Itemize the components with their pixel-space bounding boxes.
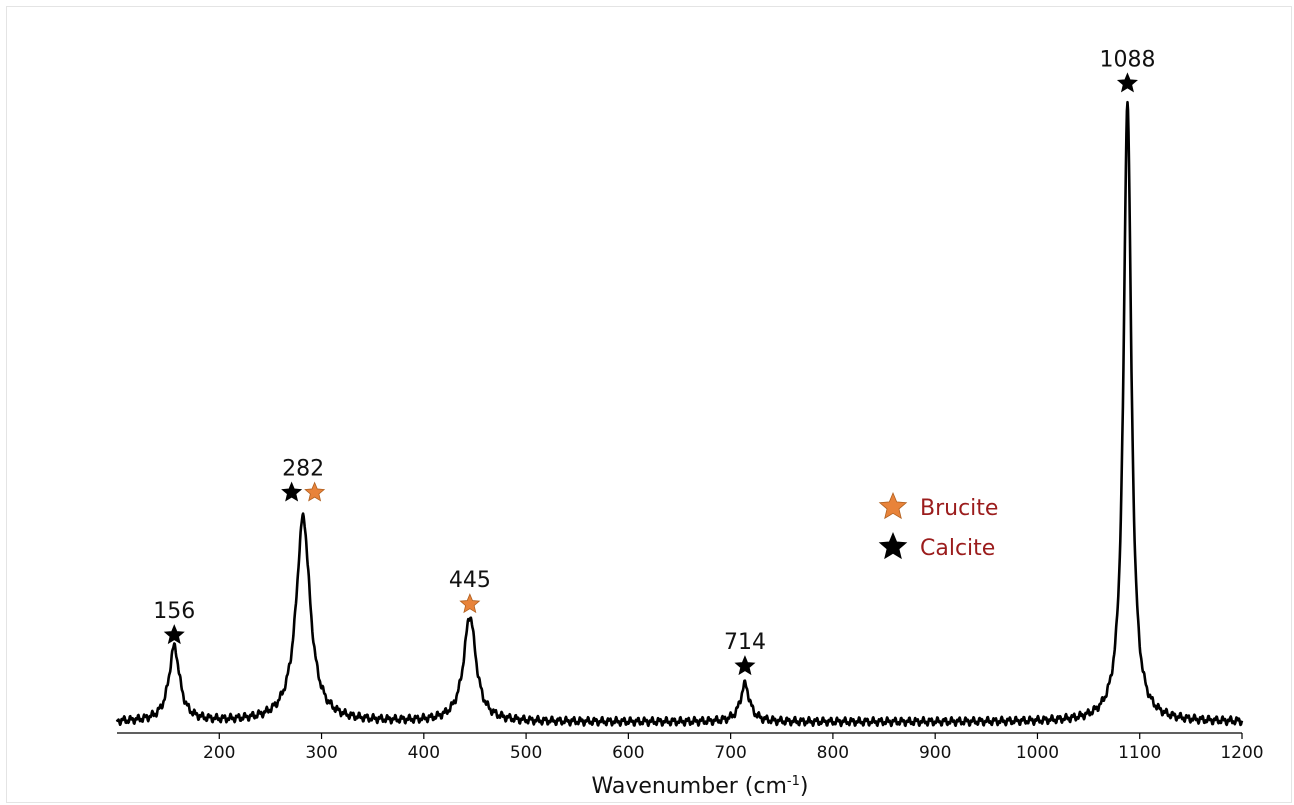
- calcite-star-icon: [734, 655, 756, 676]
- peak-label: 714: [724, 630, 766, 655]
- x-axis: 200 300 400 500 600 700 800 900 1000 1100 1200: [117, 732, 1264, 763]
- figure-frame: [6, 6, 1292, 803]
- legend-label: Calcite: [920, 536, 995, 561]
- calcite-star-icon: [163, 624, 185, 645]
- x-tick-label: 900: [919, 743, 951, 763]
- x-tick-label: 1000: [1016, 743, 1059, 763]
- peak-annotations: 156 282 445 714 1088: [153, 47, 1155, 676]
- x-tick-label: 400: [408, 743, 440, 763]
- spectrum-series: [115, 100, 1244, 728]
- x-tick-label: 200: [203, 743, 235, 763]
- peak-label: 445: [449, 568, 491, 593]
- x-tick-label: 700: [714, 743, 746, 763]
- brucite-star-icon: [459, 593, 481, 614]
- x-tick-label: 500: [510, 743, 542, 763]
- x-tick-label: 1200: [1220, 743, 1263, 763]
- legend: Brucite Calcite: [878, 491, 998, 561]
- brucite-star-icon: [878, 491, 908, 520]
- calcite-star-icon: [1116, 72, 1138, 93]
- x-tick-label: 1100: [1118, 743, 1161, 763]
- peak-label: 1088: [1099, 47, 1155, 72]
- spectrum-line: [115, 100, 1244, 728]
- x-axis-title: Wavenumber (cm-1): [592, 774, 809, 799]
- x-tick-label: 600: [612, 743, 644, 763]
- brucite-star-icon: [304, 481, 326, 502]
- calcite-star-icon: [281, 481, 303, 502]
- calcite-star-icon: [878, 531, 908, 560]
- peak-label: 156: [153, 599, 195, 624]
- x-tick-label: 800: [817, 743, 849, 763]
- peak-label: 282: [282, 457, 324, 482]
- legend-label: Brucite: [920, 496, 998, 521]
- x-tick-label: 300: [305, 743, 337, 763]
